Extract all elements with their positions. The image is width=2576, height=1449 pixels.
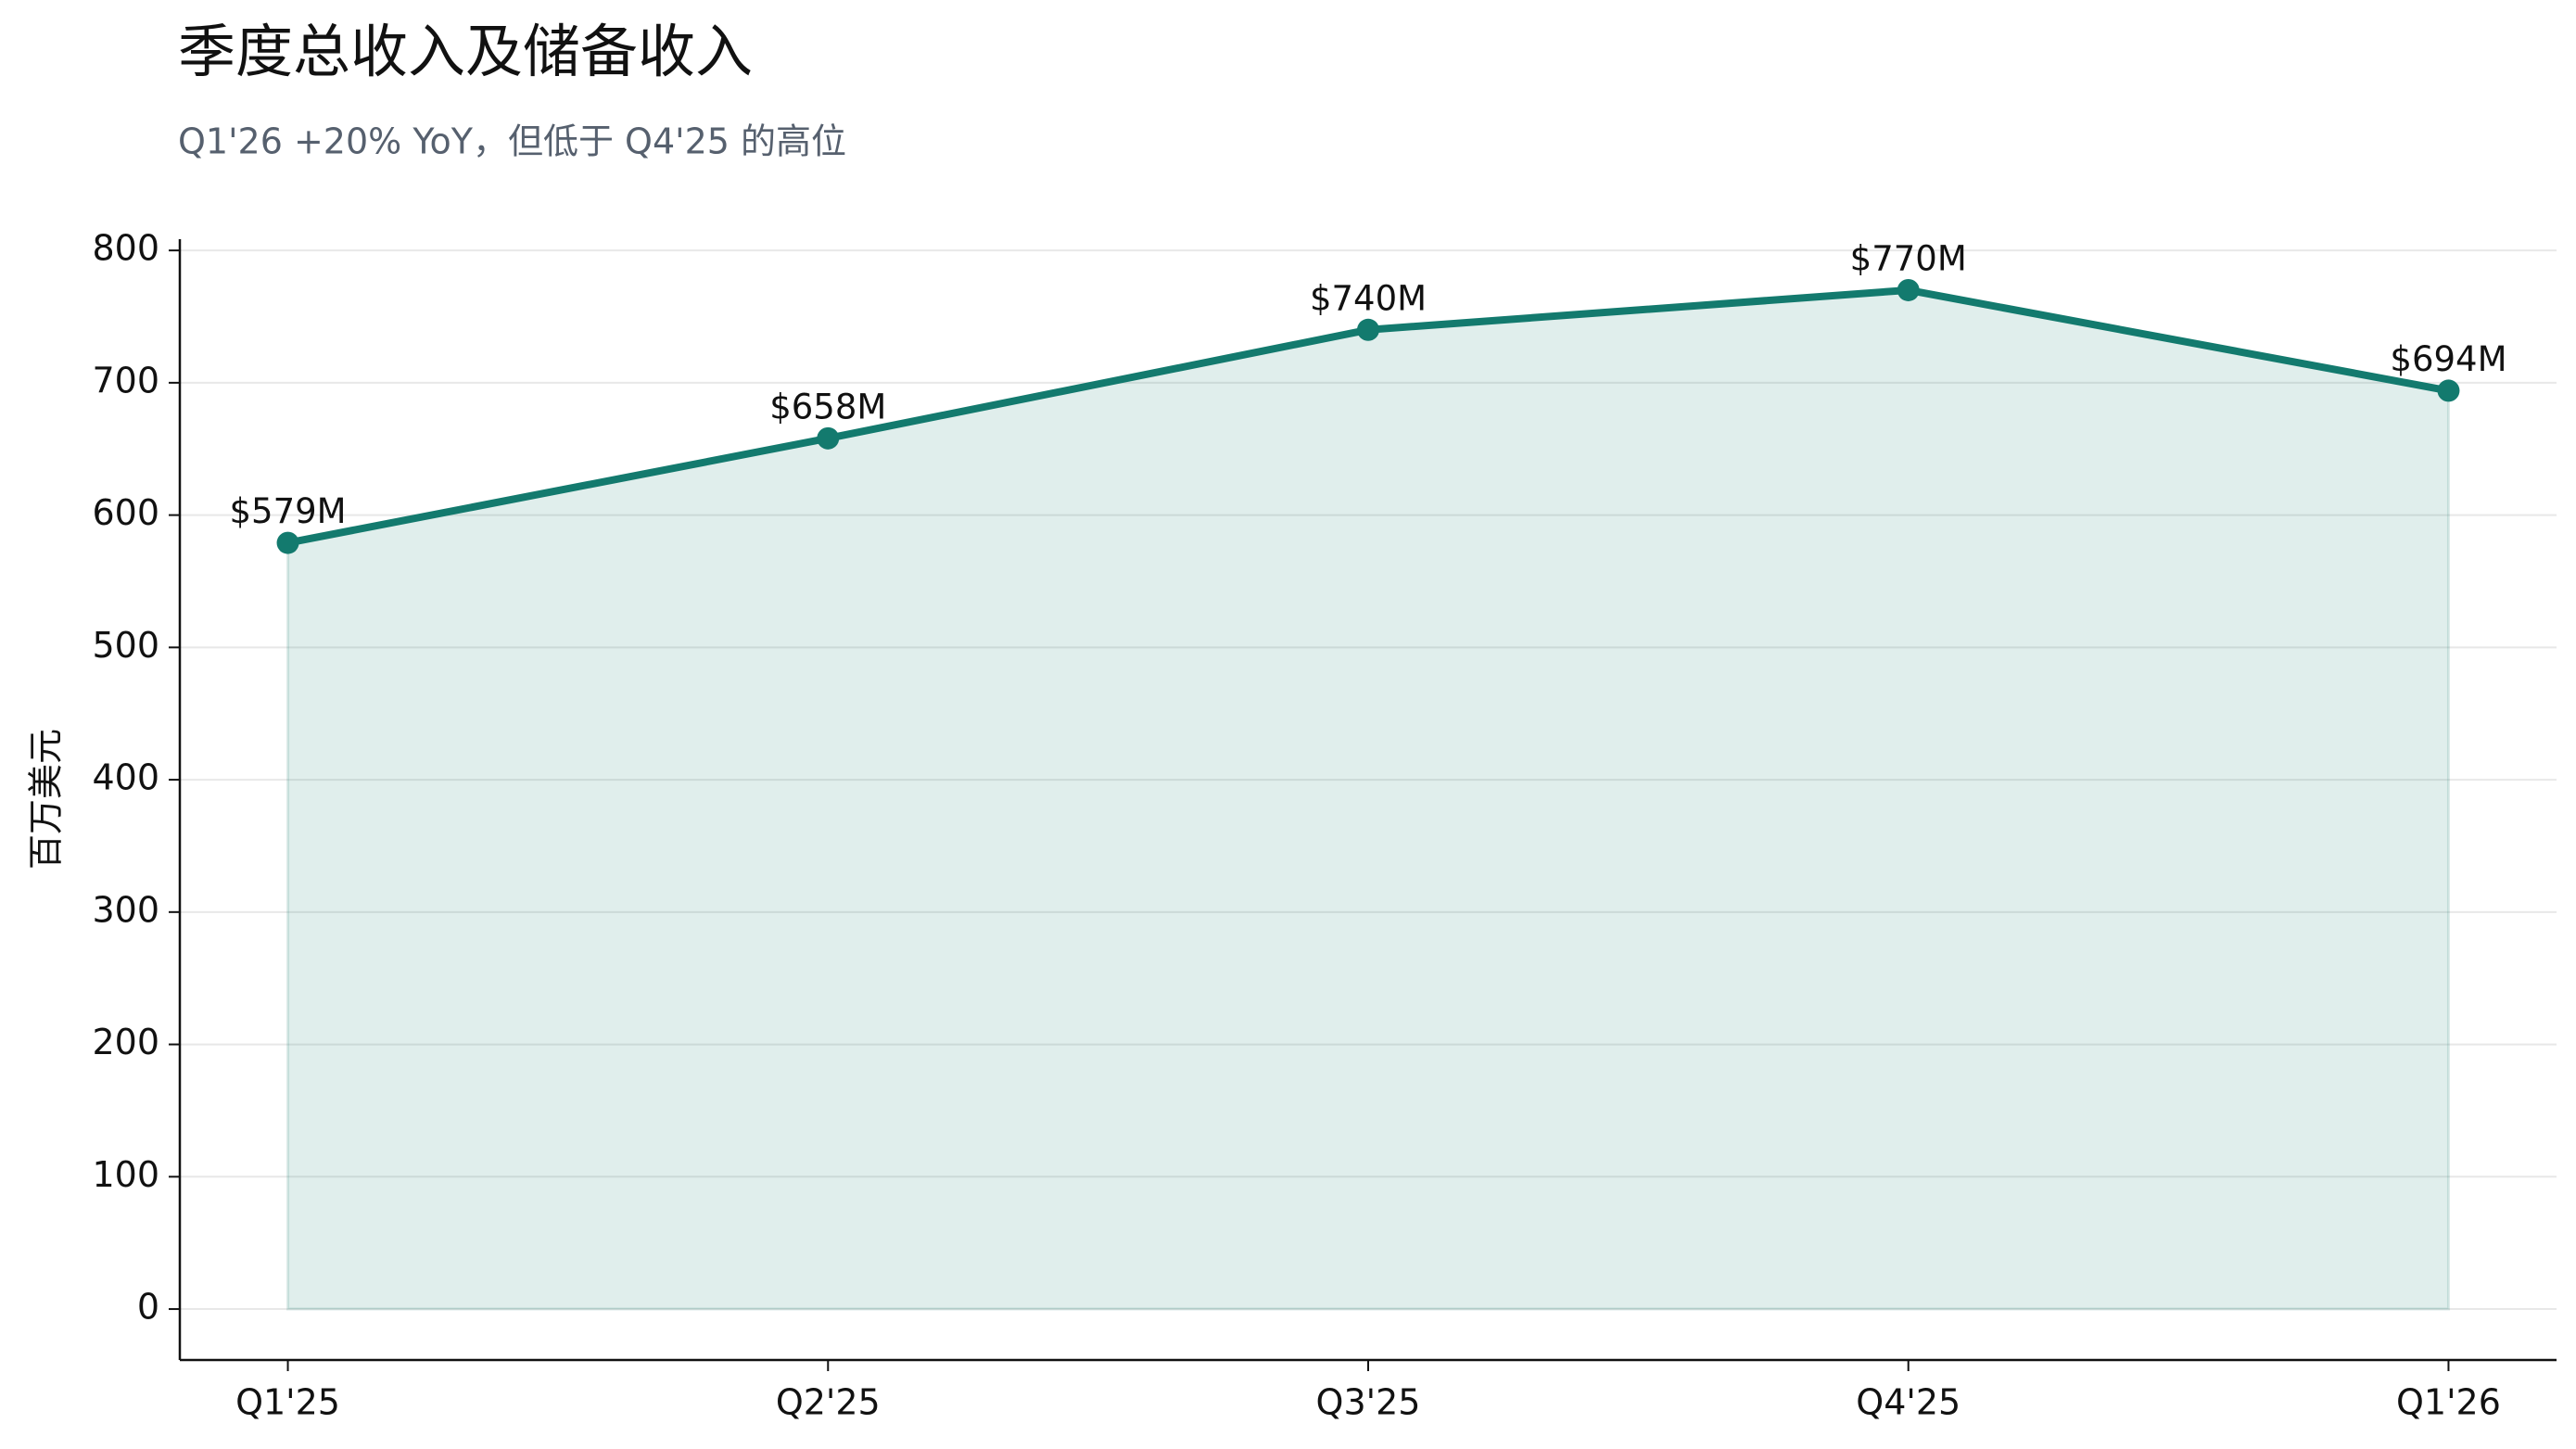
y-tick-label: 0 <box>137 1287 159 1328</box>
y-tick-label: 300 <box>92 889 159 930</box>
x-tick-label: Q3'25 <box>1316 1382 1421 1423</box>
y-axis-label: 百万美元 <box>26 729 67 870</box>
chart-subtitle: Q1'26 +20% YoY，但低于 Q4'25 的高位 <box>178 121 846 162</box>
value-label: $694M <box>2390 339 2506 379</box>
point <box>817 426 840 450</box>
value-label: $770M <box>1850 238 1967 278</box>
point <box>1357 318 1379 341</box>
y-tick-label: 400 <box>92 757 159 798</box>
value-label: $740M <box>1310 278 1427 318</box>
point <box>276 531 299 554</box>
y-tick-label: 200 <box>92 1022 159 1062</box>
y-tick-label: 500 <box>92 625 159 666</box>
x-tick-label: Q1'25 <box>235 1382 340 1423</box>
x-tick-label: Q1'26 <box>2396 1382 2501 1423</box>
chart-title: 季度总收入及储备收入 <box>178 18 753 85</box>
value-label: $579M <box>229 491 346 531</box>
point <box>2437 379 2460 402</box>
y-tick-label: 600 <box>92 492 159 533</box>
area <box>286 288 2450 1311</box>
x-tick-label: Q4'25 <box>1856 1382 1961 1423</box>
x-tick-label: Q2'25 <box>776 1382 881 1423</box>
value-label: $658M <box>769 387 886 426</box>
y-tick-label: 100 <box>92 1154 159 1195</box>
y-tick-label: 700 <box>92 360 159 400</box>
point <box>1897 278 1920 301</box>
y-tick-label: 800 <box>92 228 159 269</box>
